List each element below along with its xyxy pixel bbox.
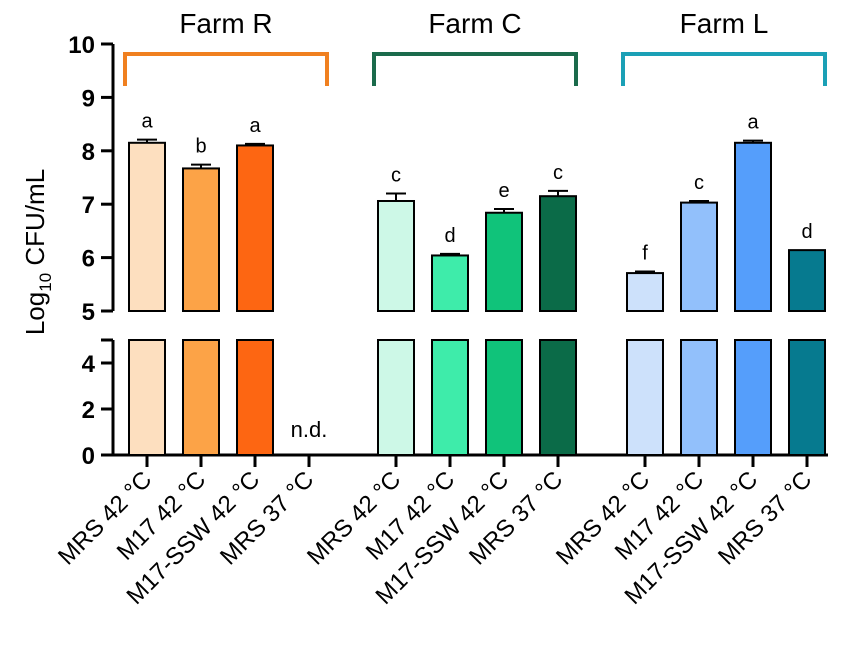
group-bracket [621, 52, 827, 86]
y-tick-label: 7 [82, 192, 95, 219]
y-tick-label: 8 [82, 139, 95, 166]
bar-upper [431, 254, 469, 313]
y-tick-label: 4 [82, 351, 96, 378]
bar-lower [128, 339, 166, 456]
bar-upper [788, 249, 826, 312]
bar-lower [788, 339, 826, 456]
significance-label: c [694, 172, 704, 194]
significance-label: e [498, 180, 509, 202]
significance-label: a [747, 112, 759, 134]
y-tick-label: 10 [68, 32, 95, 59]
bar-lower [377, 339, 415, 456]
group-bracket [372, 52, 578, 86]
y-axis-label: Log10 CFU/mL [20, 169, 55, 335]
y-tick-label: 9 [82, 85, 95, 112]
y-tick-label: 0 [82, 443, 95, 470]
bar-lower [680, 339, 718, 456]
significance-label: c [391, 165, 401, 187]
bar-upper [236, 144, 274, 312]
significance-label: b [195, 136, 206, 158]
group-label: Farm L [680, 8, 769, 39]
bar-upper [734, 141, 772, 312]
bar-lower [182, 339, 220, 456]
significance-label: a [249, 115, 261, 137]
group-label: Farm R [179, 8, 272, 39]
bars [128, 138, 826, 456]
bar-lower [431, 339, 469, 456]
y-tick-label: 6 [82, 246, 95, 273]
group-bracket [123, 52, 329, 86]
not-detected-label: n.d. [291, 417, 328, 442]
significance-label: a [141, 111, 153, 133]
bar-upper [128, 141, 166, 312]
y-tick-label: 5 [82, 299, 95, 326]
bar-lower [539, 339, 577, 456]
bar-lower [236, 339, 274, 456]
significance-label: d [801, 221, 812, 243]
bar-upper [539, 195, 577, 312]
bar-upper [680, 201, 718, 313]
group-label: Farm C [428, 8, 521, 39]
axes: 5 6 7 8 9 10 0 2 4 [68, 32, 828, 470]
y-tick-label: 2 [82, 397, 95, 424]
bar-upper [626, 272, 664, 312]
bar-lower [626, 339, 664, 456]
bar-upper [182, 167, 220, 312]
bar-upper [485, 211, 523, 312]
bar-lower [485, 339, 523, 456]
bar-upper [377, 199, 415, 312]
significance-label: d [444, 225, 455, 247]
significance-label: c [553, 162, 563, 184]
bar-lower [734, 339, 772, 456]
significance-label: f [642, 242, 648, 264]
